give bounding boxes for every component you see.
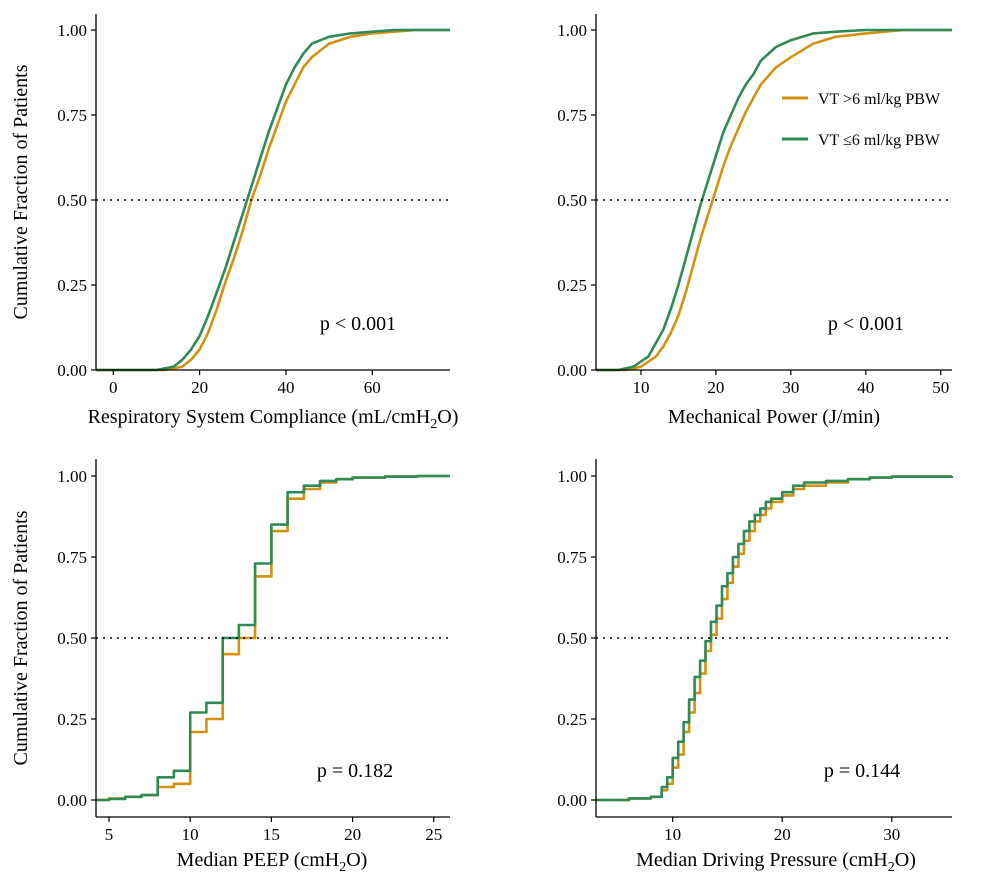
mechanical-power-series-vt-low xyxy=(596,28,952,372)
peep-x-tick-label: 20 xyxy=(344,825,361,844)
peep-x-tick-label: 25 xyxy=(425,825,442,844)
mechanical-power-panel: 0.00 0.25 0.50 0.75 1.00 10 20 30 40 50 p < 0.00… xyxy=(557,14,952,428)
driving-pressure-series-vt-low xyxy=(596,475,954,802)
peep-y-tick-label: 0.75 xyxy=(57,548,87,567)
driving-pressure-x-tick-label: 30 xyxy=(883,825,900,844)
driving-pressure-x-tick-label: 20 xyxy=(774,825,791,844)
mechanical-power-curves xyxy=(596,28,952,372)
peep-y-tick-label: 0.50 xyxy=(57,629,87,648)
mechanical-power-x-axis-label: Mechanical Power (J/min) xyxy=(668,406,880,428)
peep-y-tick-label: 0.00 xyxy=(57,791,87,810)
driving-pressure-y-tick-label: 0.25 xyxy=(557,710,587,729)
legend-label-vt-low: VT ≤6 ml/kg PBW xyxy=(818,132,941,149)
peep-series-vt-low xyxy=(96,474,450,802)
compliance-p-value: p < 0.001 xyxy=(320,313,396,335)
mechanical-power-y-tick-label: 1.00 xyxy=(557,21,587,40)
mechanical-power-y-tick-label: 0.25 xyxy=(557,276,587,295)
peep-x-axis-label: Median PEEP (cmH2O) xyxy=(177,849,368,875)
compliance-y-tick-label: 0.50 xyxy=(57,191,87,210)
compliance-series-vt-high xyxy=(96,28,450,372)
driving-pressure-y-tick-label: 0.75 xyxy=(557,548,587,567)
legend: VT >6 ml/kg PBW VT ≤6 ml/kg PBW xyxy=(782,91,941,149)
legend-label-vt-high: VT >6 ml/kg PBW xyxy=(818,91,941,108)
peep-x-tick-label: 15 xyxy=(263,825,280,844)
driving-pressure-x-ticks: 10 20 30 xyxy=(664,817,900,844)
driving-pressure-x-axis-label: Median Driving Pressure (cmH2O) xyxy=(636,849,916,875)
compliance-x-tick-label: 0 xyxy=(109,378,118,397)
compliance-x-ticks: 0 20 40 60 xyxy=(109,370,381,397)
mechanical-power-x-ticks: 10 20 30 40 50 xyxy=(632,370,949,397)
mechanical-power-y-tick-label: 0.00 xyxy=(557,361,587,380)
peep-y-tick-label: 1.00 xyxy=(57,467,87,486)
compliance-y-axis-label: Cumulative Fraction of Patients xyxy=(10,64,32,319)
driving-pressure-y-tick-label: 0.50 xyxy=(557,629,587,648)
compliance-y-ticks: 0.00 0.25 0.50 0.75 1.00 xyxy=(57,21,96,380)
peep-x-ticks: 5 10 15 20 25 xyxy=(105,817,442,844)
mechanical-power-y-ticks: 0.00 0.25 0.50 0.75 1.00 xyxy=(557,21,596,380)
compliance-x-tick-label: 40 xyxy=(277,378,294,397)
compliance-series-vt-low xyxy=(96,28,450,372)
driving-pressure-curves xyxy=(596,475,954,802)
mechanical-power-x-tick-label: 30 xyxy=(782,378,799,397)
mechanical-power-y-tick-label: 0.50 xyxy=(557,191,587,210)
driving-pressure-y-tick-label: 0.00 xyxy=(557,791,587,810)
compliance-y-tick-label: 0.25 xyxy=(57,276,87,295)
compliance-x-tick-label: 20 xyxy=(191,378,208,397)
mechanical-power-x-tick-label: 50 xyxy=(932,378,949,397)
mechanical-power-series-vt-high xyxy=(596,28,952,372)
driving-pressure-y-ticks: 0.00 0.25 0.50 0.75 1.00 xyxy=(557,467,596,810)
compliance-y-tick-label: 0.00 xyxy=(57,361,87,380)
compliance-x-axis-label: Respiratory System Compliance (mL/cmH2O) xyxy=(88,406,459,432)
mechanical-power-x-tick-label: 40 xyxy=(857,378,874,397)
compliance-y-tick-label: 1.00 xyxy=(57,21,87,40)
mechanical-power-y-tick-label: 0.75 xyxy=(557,106,587,125)
peep-y-tick-label: 0.25 xyxy=(57,710,87,729)
compliance-y-tick-label: 0.75 xyxy=(57,106,87,125)
peep-p-value: p = 0.182 xyxy=(317,760,393,782)
peep-y-ticks: 0.00 0.25 0.50 0.75 1.00 xyxy=(57,467,96,810)
peep-y-axis-label: Cumulative Fraction of Patients xyxy=(10,510,32,765)
peep-x-tick-label: 5 xyxy=(105,825,114,844)
compliance-curves xyxy=(96,28,450,372)
driving-pressure-y-tick-label: 1.00 xyxy=(557,467,587,486)
driving-pressure-panel: 0.00 0.25 0.50 0.75 1.00 10 20 30 p = 0.144 Me… xyxy=(557,459,954,875)
compliance-panel: 0.00 0.25 0.50 0.75 1.00 0 20 40 60 p < 0.001 R… xyxy=(10,14,458,432)
peep-x-tick-label: 10 xyxy=(182,825,199,844)
peep-panel: 0.00 0.25 0.50 0.75 1.00 5 10 15 20 25 p = 0.182… xyxy=(10,459,450,875)
peep-curves xyxy=(96,474,450,802)
mechanical-power-x-tick-label: 10 xyxy=(632,378,649,397)
mechanical-power-x-tick-label: 20 xyxy=(707,378,724,397)
compliance-x-tick-label: 60 xyxy=(364,378,381,397)
driving-pressure-x-tick-label: 10 xyxy=(664,825,681,844)
driving-pressure-p-value: p = 0.144 xyxy=(824,760,900,782)
mechanical-power-p-value: p < 0.001 xyxy=(828,313,904,335)
